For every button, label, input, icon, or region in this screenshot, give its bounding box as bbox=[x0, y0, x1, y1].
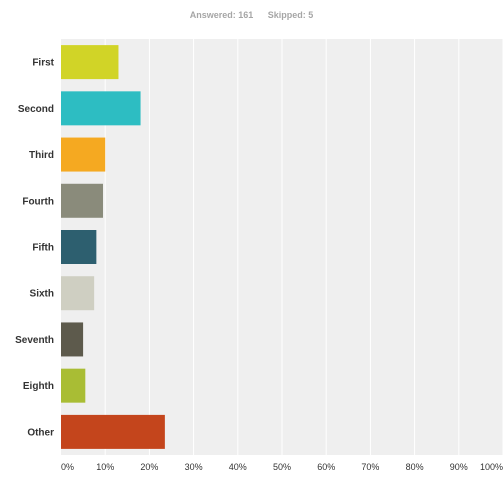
bar-first bbox=[61, 45, 119, 80]
category-label: Sixth bbox=[30, 289, 54, 300]
category-label: Other bbox=[27, 427, 54, 438]
x-tick-label: 100% bbox=[480, 462, 503, 472]
x-tick-label: 0% bbox=[61, 462, 74, 472]
x-tick-label: 90% bbox=[450, 462, 468, 472]
skipped-count: Skipped: 5 bbox=[267, 10, 314, 20]
category-label: Fourth bbox=[22, 196, 54, 207]
category-label: First bbox=[32, 58, 54, 69]
gridlines bbox=[104, 39, 503, 455]
bar-sixth bbox=[61, 276, 95, 311]
category-label: Second bbox=[18, 104, 54, 115]
bar-other bbox=[61, 414, 165, 449]
x-tick-label: 80% bbox=[406, 462, 424, 472]
x-tick-label: 50% bbox=[273, 462, 291, 472]
x-tick-label: 30% bbox=[185, 462, 203, 472]
bar-third bbox=[61, 137, 106, 172]
bar-eighth bbox=[61, 368, 86, 403]
category-label: Seventh bbox=[15, 335, 54, 346]
x-tick-label: 60% bbox=[317, 462, 335, 472]
x-tick-label: 40% bbox=[229, 462, 247, 472]
answered-count: Answered: 161 bbox=[189, 10, 254, 20]
category-label: Third bbox=[29, 150, 54, 161]
category-label: Eighth bbox=[23, 381, 54, 392]
bar-fifth bbox=[61, 230, 97, 264]
x-tick-label: 70% bbox=[361, 462, 379, 472]
bar-fourth bbox=[61, 183, 103, 218]
bar-seventh bbox=[61, 322, 84, 357]
x-tick-label: 10% bbox=[96, 462, 114, 472]
category-labels: First Second Third Fourth Fifth Sixth Seventh E… bbox=[15, 58, 55, 439]
category-label: Fifth bbox=[32, 243, 54, 254]
bars bbox=[61, 45, 165, 449]
x-tick-label: 20% bbox=[140, 462, 158, 472]
bar-second bbox=[61, 91, 141, 126]
x-tick-labels: 0% 10% 20% 30% 40% 50% 60% 70% 80% 90% 100% bbox=[61, 462, 503, 472]
response-summary: Answered: 161 Skipped: 5 bbox=[0, 10, 503, 20]
